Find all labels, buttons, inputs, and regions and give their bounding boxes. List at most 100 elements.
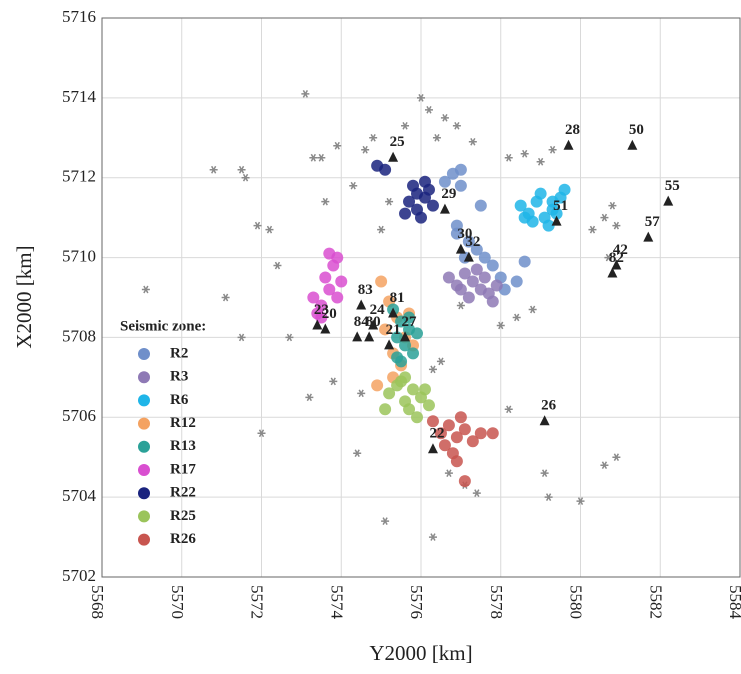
background-event: [456, 301, 465, 310]
event-point: [454, 411, 467, 424]
background-event: [468, 137, 477, 146]
station: [427, 443, 438, 454]
x-tick-label: 5580: [567, 585, 586, 619]
station: [539, 415, 550, 426]
event-point: [422, 399, 435, 412]
background-event: [540, 469, 549, 478]
background-event: [440, 113, 449, 122]
station-label: 28: [565, 122, 580, 138]
background-event: [377, 225, 386, 234]
station: [663, 195, 674, 206]
event-point: [546, 195, 559, 208]
event-point: [399, 339, 412, 352]
x-tick-label: 5570: [168, 585, 187, 619]
background-event: [333, 141, 342, 150]
station-label: 20: [322, 306, 337, 322]
legend-marker: [138, 464, 150, 476]
y-tick-label: 5702: [62, 566, 96, 585]
legend-label: R2: [170, 345, 188, 361]
event-point: [383, 387, 396, 400]
event-point: [403, 403, 416, 416]
station-label: 50: [629, 122, 644, 138]
station: [388, 151, 399, 162]
x-axis-label: Y2000 [km]: [369, 641, 472, 665]
background-event: [305, 393, 314, 402]
legend-marker: [138, 487, 150, 500]
background-event: [253, 221, 262, 230]
background-event: [361, 145, 370, 154]
station-label: 81: [390, 290, 405, 306]
background-event: [273, 261, 282, 270]
event-point: [442, 271, 455, 284]
event-point: [411, 411, 424, 424]
station-label: 55: [665, 178, 680, 194]
legend-label: R3: [170, 369, 188, 385]
legend-marker: [138, 371, 150, 384]
x-tick-label: 5576: [407, 585, 426, 619]
event-point: [438, 439, 451, 452]
event-point: [411, 327, 424, 340]
event-point: [426, 415, 439, 428]
station-label: 23: [314, 302, 329, 318]
background-event: [385, 197, 394, 206]
x-tick-label: 5584: [726, 585, 741, 620]
background-event: [237, 165, 246, 174]
station-label: 29: [441, 186, 456, 202]
x-tick-label: 5572: [248, 585, 267, 619]
background-event: [536, 157, 545, 166]
station: [627, 139, 638, 150]
background-event: [512, 313, 521, 322]
y-tick-label: 5708: [62, 326, 96, 345]
station-label: 57: [645, 214, 661, 230]
station-label: 24: [370, 302, 386, 318]
background-event: [428, 533, 437, 541]
event-point: [486, 427, 499, 440]
x-tick-label: 5568: [88, 585, 107, 619]
x-tick-label: 5578: [487, 585, 506, 619]
legend-marker: [138, 440, 150, 453]
station-label: 84: [354, 314, 370, 330]
station: [439, 203, 450, 214]
background-event: [329, 377, 338, 386]
event-point: [319, 271, 332, 284]
station-label: 32: [465, 234, 480, 250]
station: [607, 267, 618, 278]
event-point: [510, 275, 523, 288]
background-event: [528, 305, 537, 314]
station: [320, 323, 331, 334]
station-label: 83: [358, 282, 373, 298]
legend-title: Seismic zone:: [120, 318, 206, 334]
y-tick-label: 5712: [62, 167, 96, 186]
event-point: [458, 423, 471, 436]
background-event: [612, 453, 621, 462]
legend-label: R22: [170, 485, 196, 501]
event-point: [558, 183, 571, 196]
background-event: [321, 197, 330, 206]
event-point: [426, 199, 439, 212]
event-point: [474, 427, 487, 440]
background-event: [436, 357, 445, 366]
event-point: [454, 163, 467, 176]
event-point: [434, 427, 447, 440]
background-event: [237, 333, 246, 342]
event-point: [307, 291, 320, 304]
y-tick-label: 5706: [62, 406, 96, 425]
station: [611, 259, 622, 270]
event-point: [411, 187, 424, 200]
event-point: [335, 275, 348, 288]
station-label: 30: [457, 226, 472, 242]
background-event: [257, 429, 266, 438]
legend-label: R6: [170, 392, 189, 408]
background-event: [424, 105, 433, 114]
background-event: [600, 461, 609, 470]
y-axis-label: X2000 [km]: [12, 245, 36, 348]
x-tick-label: 5582: [646, 585, 665, 619]
station-label: 51: [553, 198, 568, 214]
background-event: [612, 221, 621, 230]
event-point: [542, 219, 555, 232]
event-point: [534, 187, 547, 200]
event-point: [418, 175, 431, 188]
event-point: [518, 255, 531, 268]
event-point: [407, 383, 420, 396]
event-point: [478, 251, 491, 264]
